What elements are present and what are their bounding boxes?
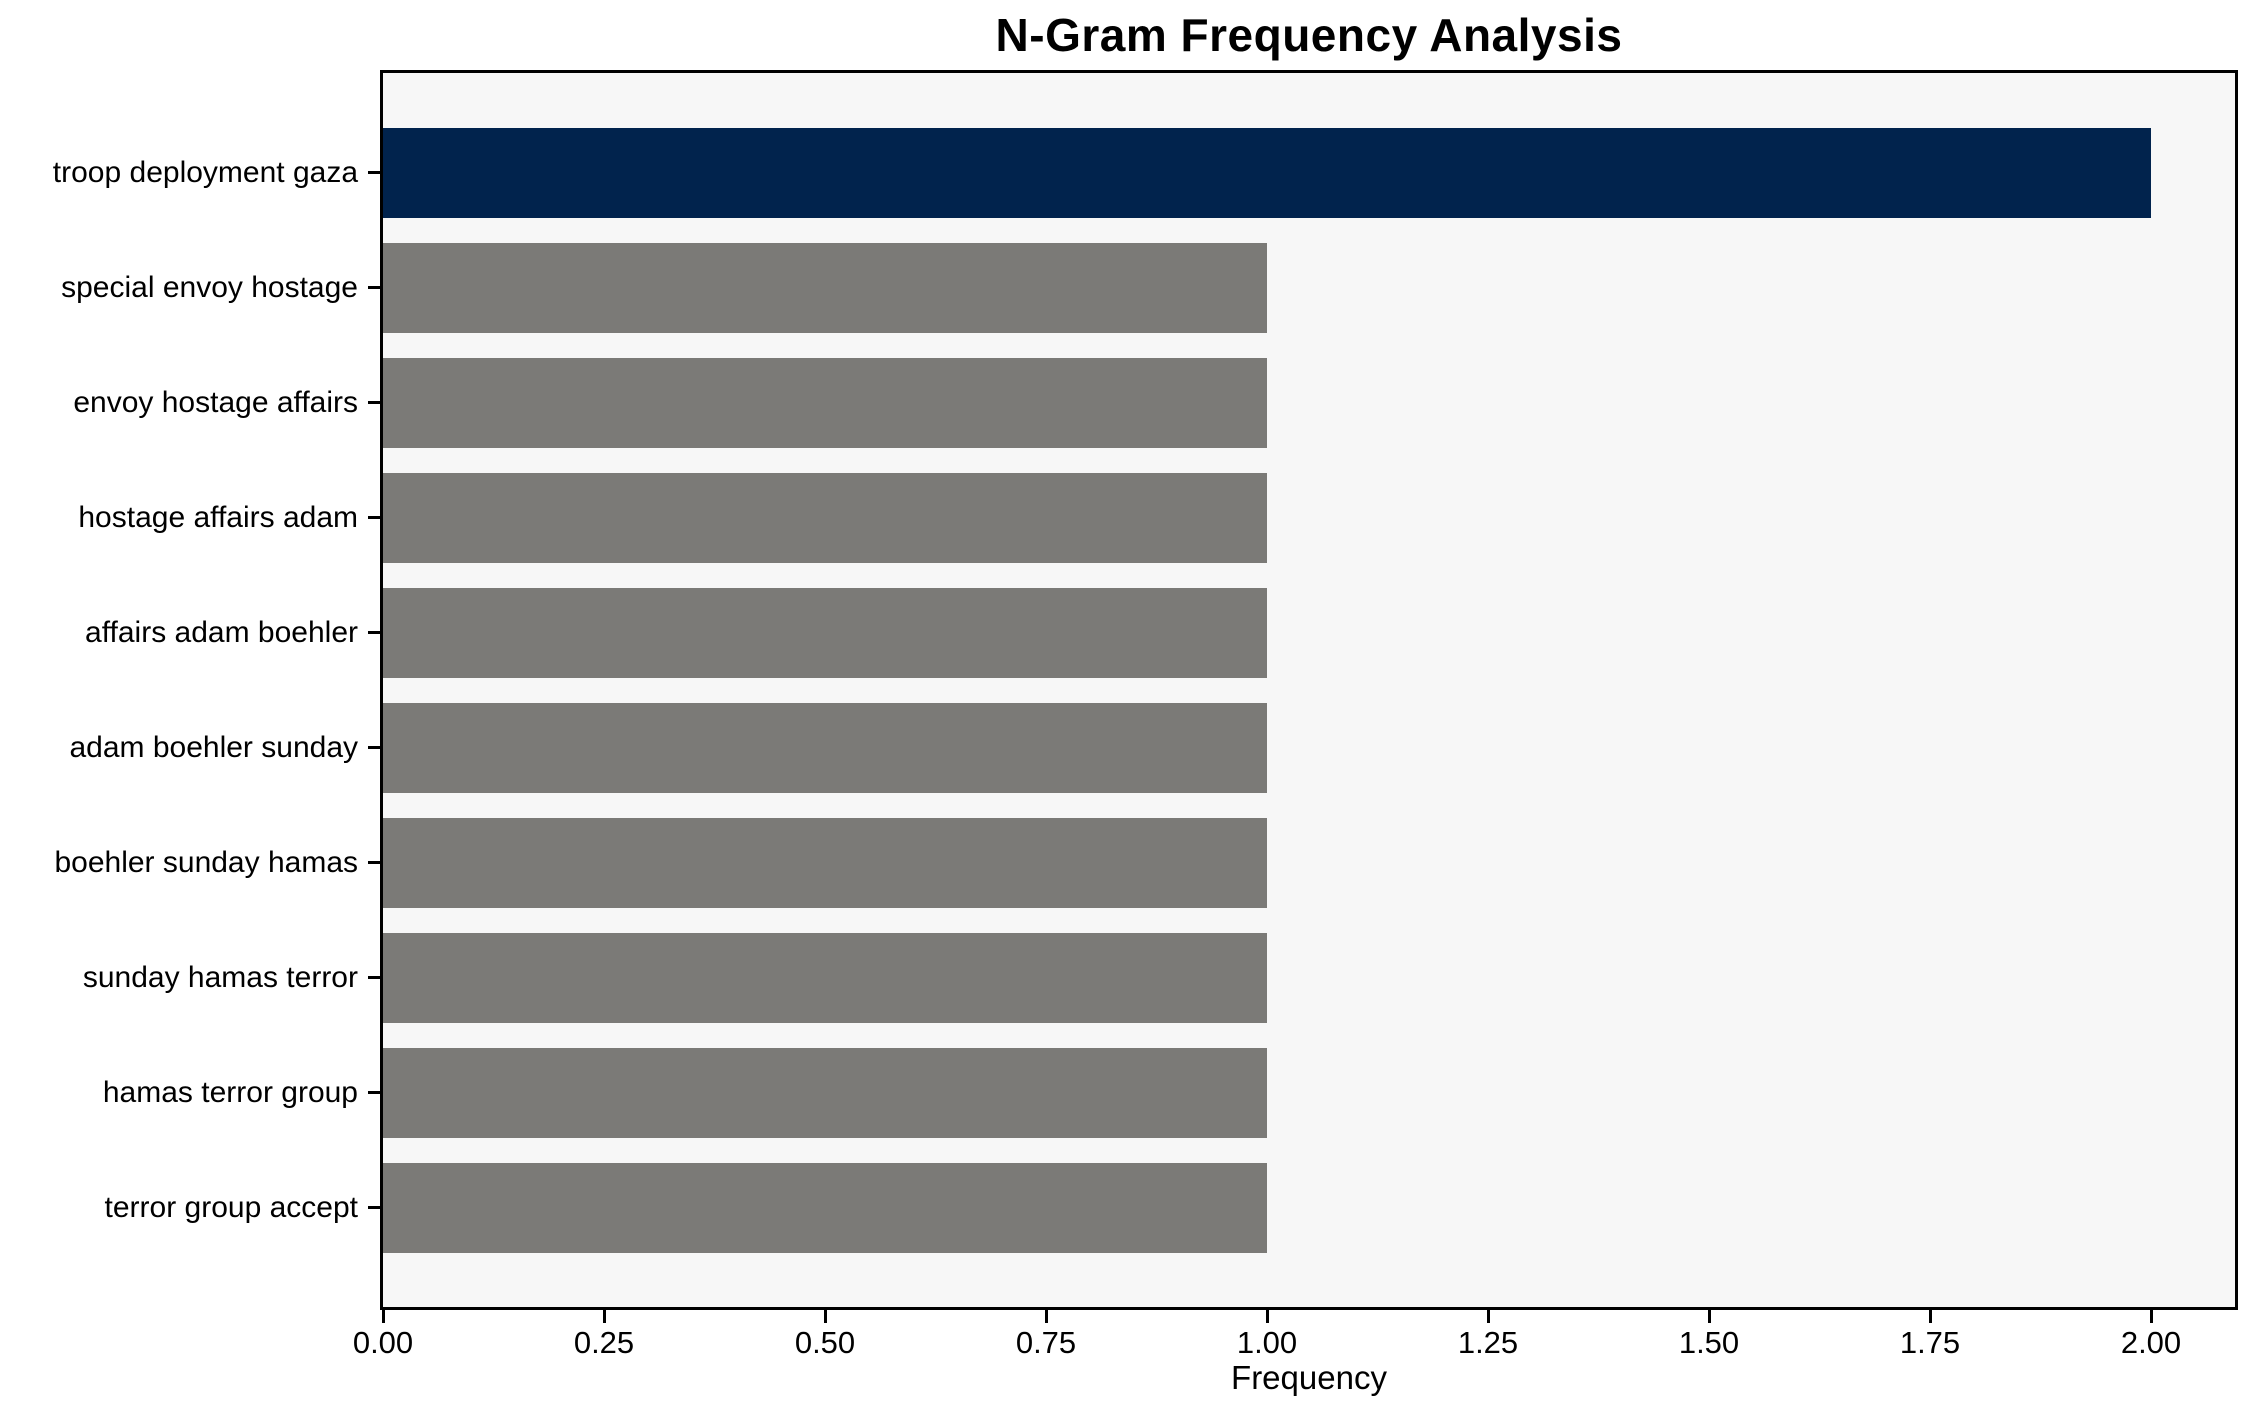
y-tick-mark: [368, 1206, 380, 1209]
y-tick-label: terror group accept: [104, 1190, 358, 1224]
y-tick-label: sunday hamas terror: [82, 960, 358, 994]
x-tick-label: 1.50: [1678, 1325, 1740, 1360]
x-tick-label: 1.75: [1899, 1325, 1961, 1360]
x-tick-label: 0.50: [794, 1325, 856, 1360]
y-tick-mark: [368, 516, 380, 519]
x-tick-label: 0.00: [352, 1325, 414, 1360]
y-tick-label: adam boehler sunday: [69, 730, 358, 764]
bar-2: [383, 357, 1267, 448]
x-tick-mark: [602, 1310, 606, 1323]
bar-0: [383, 127, 2151, 218]
bar-6: [383, 817, 1267, 908]
x-tick-label: 1.25: [1457, 1325, 1519, 1360]
bar-7: [383, 932, 1267, 1023]
x-tick-mark: [1044, 1310, 1048, 1323]
y-tick-label: troop deployment gaza: [52, 155, 358, 189]
chart-title: N-Gram Frequency Analysis: [995, 9, 1623, 61]
x-axis-label: Frequency: [1231, 1359, 1387, 1396]
x-tick-label: 0.75: [1015, 1325, 1077, 1360]
x-tick-mark: [1486, 1310, 1490, 1323]
y-tick-mark: [368, 631, 380, 634]
plot-area: [380, 70, 2238, 1310]
y-tick-mark: [368, 171, 380, 174]
y-tick-mark: [368, 976, 380, 979]
x-tick-mark: [1707, 1310, 1711, 1323]
x-tick-mark: [1928, 1310, 1932, 1323]
y-tick-label: hamas terror group: [102, 1075, 358, 1109]
y-tick-label: hostage affairs adam: [78, 500, 358, 534]
y-tick-label: envoy hostage affairs: [73, 385, 358, 419]
x-tick-mark: [2149, 1310, 2153, 1323]
y-tick-mark: [368, 861, 380, 864]
bar-4: [383, 587, 1267, 678]
x-tick-label: 0.25: [573, 1325, 635, 1360]
y-tick-mark: [368, 1091, 380, 1094]
x-tick-label: 2.00: [2120, 1325, 2182, 1360]
x-tick-mark: [1265, 1310, 1269, 1323]
y-tick-label: special envoy hostage: [61, 270, 358, 304]
x-tick-mark: [823, 1310, 827, 1323]
bar-8: [383, 1047, 1267, 1138]
y-tick-mark: [368, 746, 380, 749]
x-tick-mark: [381, 1310, 385, 1323]
bar-1: [383, 242, 1267, 333]
bar-9: [383, 1162, 1267, 1253]
y-tick-mark: [368, 286, 380, 289]
y-tick-label: boehler sunday hamas: [54, 845, 358, 879]
y-tick-label: affairs adam boehler: [85, 615, 358, 649]
y-tick-mark: [368, 401, 380, 404]
bar-5: [383, 702, 1267, 793]
bar-3: [383, 472, 1267, 563]
x-tick-label: 1.00: [1236, 1325, 1298, 1360]
